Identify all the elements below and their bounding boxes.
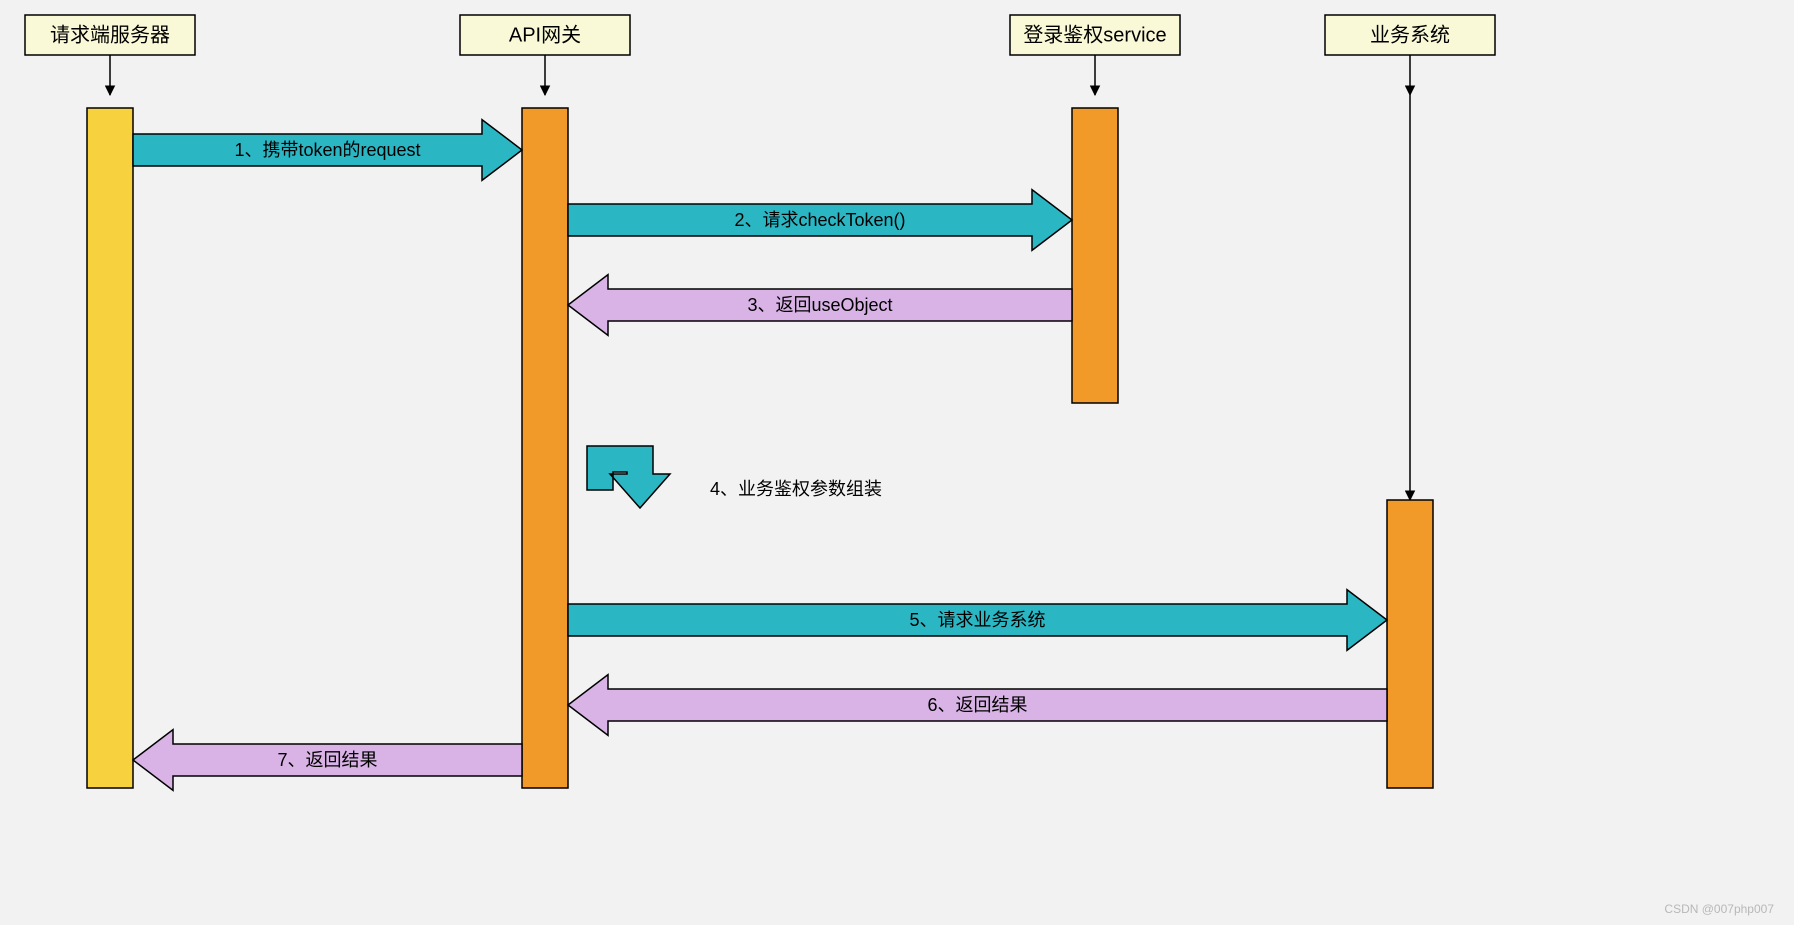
participant-label-biz: 业务系统: [1370, 23, 1450, 46]
self-message-label-m4: 4、业务鉴权参数组装: [710, 479, 882, 499]
message-label-m7: 7、返回结果: [277, 750, 377, 770]
participant-label-auth: 登录鉴权service: [1023, 23, 1166, 46]
message-label-m6: 6、返回结果: [927, 695, 1027, 715]
participant-label-client: 请求端服务器: [50, 23, 170, 46]
activation-auth: [1072, 108, 1118, 403]
activation-client: [87, 108, 133, 788]
participant-label-gateway: API网关: [509, 23, 581, 46]
activation-biz: [1387, 500, 1433, 788]
message-label-m1: 1、携带token的request: [234, 140, 420, 160]
message-label-m5: 5、请求业务系统: [909, 610, 1045, 630]
message-label-m2: 2、请求checkToken(): [734, 210, 905, 230]
watermark: CSDN @007php007: [1664, 902, 1774, 916]
activation-gateway: [522, 108, 568, 788]
message-label-m3: 3、返回useObject: [747, 295, 892, 315]
